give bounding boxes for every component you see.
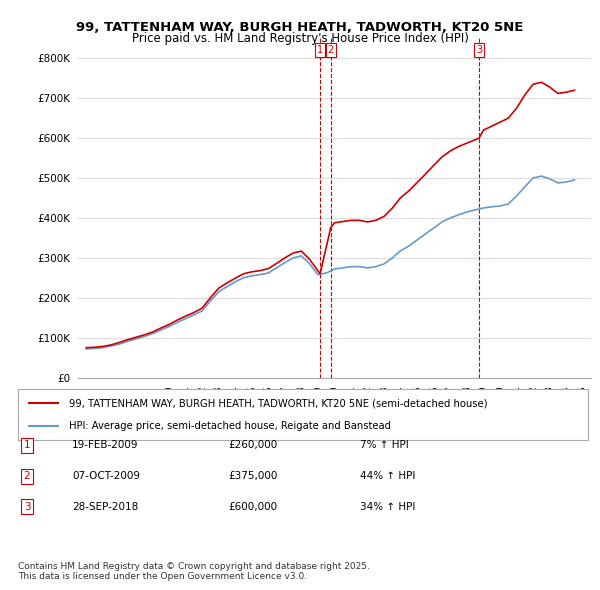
Text: Contains HM Land Registry data © Crown copyright and database right 2025.
This d: Contains HM Land Registry data © Crown c… <box>18 562 370 581</box>
Text: 19-FEB-2009: 19-FEB-2009 <box>72 441 139 450</box>
Text: 07-OCT-2009: 07-OCT-2009 <box>72 471 140 481</box>
Text: £260,000: £260,000 <box>228 441 277 450</box>
Text: £375,000: £375,000 <box>228 471 277 481</box>
Text: 7% ↑ HPI: 7% ↑ HPI <box>360 441 409 450</box>
Text: Price paid vs. HM Land Registry's House Price Index (HPI): Price paid vs. HM Land Registry's House … <box>131 32 469 45</box>
Text: 1: 1 <box>317 45 323 55</box>
Text: 44% ↑ HPI: 44% ↑ HPI <box>360 471 415 481</box>
Text: 99, TATTENHAM WAY, BURGH HEATH, TADWORTH, KT20 5NE: 99, TATTENHAM WAY, BURGH HEATH, TADWORTH… <box>76 21 524 34</box>
Text: 1: 1 <box>23 441 31 450</box>
Text: 34% ↑ HPI: 34% ↑ HPI <box>360 502 415 512</box>
Text: £600,000: £600,000 <box>228 502 277 512</box>
Text: 2: 2 <box>23 471 31 481</box>
Text: HPI: Average price, semi-detached house, Reigate and Banstead: HPI: Average price, semi-detached house,… <box>70 421 391 431</box>
Text: 3: 3 <box>23 502 31 512</box>
Text: 2: 2 <box>328 45 334 55</box>
Text: 99, TATTENHAM WAY, BURGH HEATH, TADWORTH, KT20 5NE (semi-detached house): 99, TATTENHAM WAY, BURGH HEATH, TADWORTH… <box>70 398 488 408</box>
Text: 28-SEP-2018: 28-SEP-2018 <box>72 502 138 512</box>
Text: 3: 3 <box>476 45 482 55</box>
